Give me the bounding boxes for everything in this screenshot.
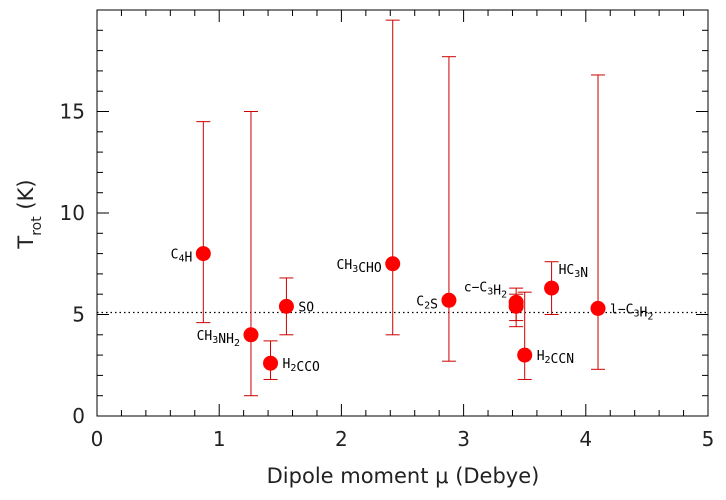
data-points bbox=[195, 246, 606, 371]
point-label-text: H bbox=[640, 305, 648, 320]
point-label-text: S bbox=[430, 297, 438, 312]
x-tick-label: 5 bbox=[702, 427, 715, 451]
point-label-subscript: 3 bbox=[574, 269, 580, 280]
point-label-text: HC bbox=[559, 263, 575, 278]
x-tick-label: 0 bbox=[91, 427, 104, 451]
point-label-subscript: 4 bbox=[178, 254, 184, 265]
x-tick-label: 3 bbox=[457, 427, 470, 451]
error-bars bbox=[196, 19, 606, 397]
point-label-text: C bbox=[171, 248, 179, 263]
data-point bbox=[385, 256, 401, 272]
point-label-text: CH bbox=[197, 329, 213, 344]
point-label-subscript: 2 bbox=[290, 363, 296, 374]
data-point bbox=[278, 298, 294, 314]
point-label-subscript: 2 bbox=[647, 311, 653, 322]
point-label: C2S bbox=[416, 294, 438, 312]
data-point bbox=[544, 280, 560, 296]
x-tick-label: 2 bbox=[335, 427, 348, 451]
point-label-text: CCN bbox=[551, 352, 574, 367]
data-point bbox=[508, 298, 524, 314]
point-label-text: CCO bbox=[296, 360, 320, 375]
data-point bbox=[590, 300, 606, 316]
y-axis-label-unit: (K) bbox=[14, 179, 38, 216]
point-label: SO bbox=[298, 300, 314, 315]
plot-frame bbox=[96, 9, 709, 417]
point-label-text: c−C bbox=[464, 280, 487, 295]
point-label-subscript: 2 bbox=[234, 338, 240, 349]
data-point bbox=[441, 292, 457, 308]
point-label-subscript: 2 bbox=[501, 289, 507, 300]
point-label: H2CCN bbox=[537, 349, 574, 367]
point-label-subscript: 2 bbox=[424, 300, 430, 311]
y-axis-label-main: T bbox=[14, 236, 38, 250]
data-point bbox=[243, 327, 259, 343]
point-label-text: H bbox=[537, 349, 545, 364]
point-label: H2CCO bbox=[283, 357, 321, 375]
point-label-subscript: 3 bbox=[487, 286, 493, 297]
point-label-text: H bbox=[283, 357, 291, 372]
point-label: C4H bbox=[171, 248, 193, 266]
point-label-subscript: 3 bbox=[634, 308, 640, 319]
point-label-text: H bbox=[184, 251, 192, 266]
point-label: c−C3H2 bbox=[464, 280, 507, 300]
data-point bbox=[517, 347, 533, 363]
data-point bbox=[195, 246, 211, 262]
y-tick-label: 0 bbox=[72, 404, 85, 428]
point-label-text: CHO bbox=[358, 261, 382, 276]
x-axis-label: Dipole moment μ (Debye) bbox=[267, 464, 540, 488]
y-axis-label-sub: rot bbox=[29, 216, 45, 236]
point-label: CH3NH2 bbox=[197, 329, 240, 349]
point-labels: C4HCH3NH2H2CCOSOCH3CHOC2Sc−C3H2H2CCNHC3N… bbox=[171, 248, 654, 376]
point-label-subscript: 3 bbox=[212, 335, 218, 346]
point-label-text: H bbox=[493, 283, 501, 298]
point-label-text: NH bbox=[218, 332, 234, 347]
y-tick-label: 15 bbox=[60, 100, 85, 124]
x-tick-label: 4 bbox=[579, 427, 592, 451]
point-label: CH3CHO bbox=[337, 258, 382, 276]
point-label-subscript: 2 bbox=[545, 355, 551, 366]
point-label-text: CH bbox=[337, 258, 353, 273]
y-tick-label: 10 bbox=[60, 201, 85, 225]
point-label-subscript: 3 bbox=[352, 264, 358, 275]
point-label-text: l−C bbox=[610, 302, 633, 317]
x-tick-label: 1 bbox=[213, 427, 226, 451]
data-point bbox=[263, 355, 279, 371]
point-label: HC3N bbox=[559, 263, 589, 281]
y-tick-label: 5 bbox=[72, 303, 85, 327]
y-axis-label: Trot (K) bbox=[14, 179, 45, 249]
point-label-text: SO bbox=[298, 300, 314, 315]
point-label: l−C3H2 bbox=[610, 302, 653, 322]
point-label-text: N bbox=[580, 266, 588, 281]
point-label-text: C bbox=[416, 294, 424, 309]
